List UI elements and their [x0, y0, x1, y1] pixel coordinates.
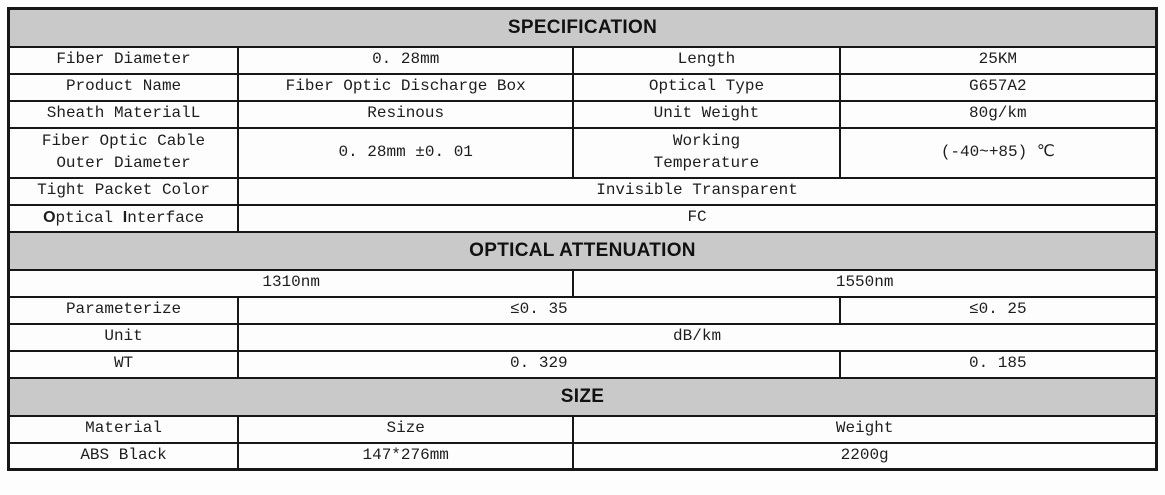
table-row: Fiber Optic Cable Outer Diameter 0. 28mm ±…: [7, 126, 1158, 179]
table-cell: 0. 185: [838, 349, 1158, 379]
table-cell: dB/km: [237, 322, 1158, 352]
table-row: Tight Packet Color Invisible Transparent: [7, 176, 1158, 206]
table-row: Sheath MaterialL Resinous Unit Weight 80g/k…: [7, 99, 1158, 129]
table-cell: ABS Black: [7, 441, 240, 471]
table-row: ABS Black 147*276mm 2200g: [7, 441, 1158, 471]
table-row: WT 0. 329 0. 185: [7, 349, 1158, 379]
section-header-optical-attenuation: OPTICAL ATTENUATION: [7, 230, 1158, 271]
table-cell: G657A2: [838, 72, 1158, 102]
spec-table-body: SPECIFICATION Fiber Diameter 0. 28mm Length…: [7, 7, 1158, 471]
table-row: Product Name Fiber Optic Discharge Box Opt…: [7, 72, 1158, 102]
table-cell: 0. 329: [237, 349, 841, 379]
table-row: 1310nm 1550nm: [7, 268, 1158, 298]
table-cell: 1550nm: [572, 268, 1158, 298]
table-cell: Unit Weight: [572, 99, 841, 129]
table-cell: 0. 28mm: [237, 45, 575, 75]
table-cell: 80g/km: [838, 99, 1158, 129]
table-cell: ≤0. 25: [838, 295, 1158, 325]
table-cell: Fiber Diameter: [7, 45, 240, 75]
table-cell: Size: [237, 414, 575, 444]
table-cell: Sheath MaterialL: [7, 99, 240, 129]
table-row: Parameterize ≤0. 35 ≤0. 25: [7, 295, 1158, 325]
table-cell: Parameterize: [7, 295, 240, 325]
table-row: Fiber Diameter 0. 28mm Length 25KM: [7, 45, 1158, 75]
text-run: nterface: [127, 208, 205, 227]
table-cell: Fiber Optic Cable Outer Diameter: [7, 126, 240, 179]
section-header-size: SIZE: [7, 376, 1158, 417]
table-cell: Invisible Transparent: [237, 176, 1158, 206]
alt-font-run: I: [122, 208, 128, 226]
table-cell: Weight: [572, 414, 1158, 444]
table-cell: 1310nm: [7, 268, 575, 298]
table-row: Unit dB/km: [7, 322, 1158, 352]
table-cell: 2200g: [572, 441, 1158, 471]
table-row: Material Size Weight: [7, 414, 1158, 444]
table-cell: Working Temperature: [572, 126, 841, 179]
table-cell: (-40~+85) ℃: [838, 126, 1158, 179]
table-cell: ≤0. 35: [237, 295, 841, 325]
table-cell: 0. 28mm ±0. 01: [237, 126, 575, 179]
table-cell: Material: [7, 414, 240, 444]
section-band-row: SPECIFICATION: [7, 7, 1158, 48]
table-row: Optical Interface FC: [7, 203, 1158, 233]
table-cell: Tight Packet Color: [7, 176, 240, 206]
section-band-row: SIZE: [7, 376, 1158, 417]
text-run: ptical: [55, 208, 123, 227]
table-cell: Optical Interface: [7, 203, 240, 233]
table-cell: Resinous: [237, 99, 575, 129]
table-cell: 147*276mm: [237, 441, 575, 471]
table-cell: FC: [237, 203, 1158, 233]
table-cell: Fiber Optic Discharge Box: [237, 72, 575, 102]
table-cell: 25KM: [838, 45, 1158, 75]
section-header-specification: SPECIFICATION: [7, 7, 1158, 48]
table-cell: Product Name: [7, 72, 240, 102]
table-cell: Length: [572, 45, 841, 75]
section-band-row: OPTICAL ATTENUATION: [7, 230, 1158, 271]
table-cell: Optical Type: [572, 72, 841, 102]
table-cell: Unit: [7, 322, 240, 352]
specification-table: SPECIFICATION Fiber Diameter 0. 28mm Length…: [7, 7, 1158, 471]
table-cell: WT: [7, 349, 240, 379]
alt-font-run: O: [43, 208, 56, 226]
